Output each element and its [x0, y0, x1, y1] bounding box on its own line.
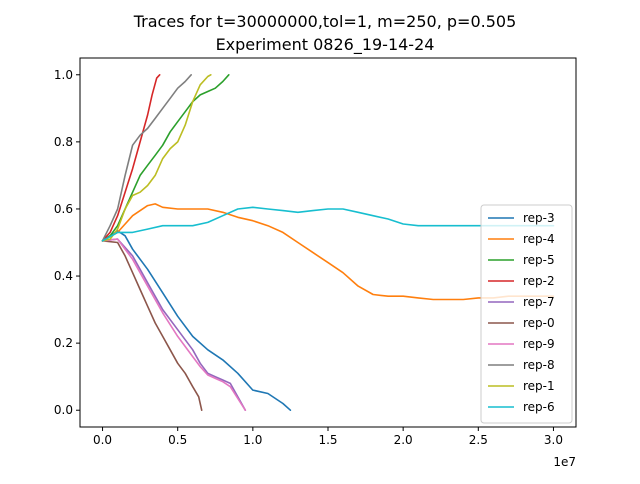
chart-title: Traces for t=30000000,tol=1, m=250, p=0.…	[133, 12, 517, 31]
x-axis: 0.0 0.5 1.0 1.5 2.0 2.5 3.0	[93, 427, 563, 447]
series-line-rep-6	[101, 206, 555, 242]
y-tick-label: 0.2	[54, 336, 73, 350]
x-tick-label: 2.0	[394, 433, 413, 447]
series-line-rep-9	[101, 238, 247, 411]
legend-label: rep-9	[523, 337, 555, 351]
series-line-rep-2	[101, 74, 161, 242]
legend-label: rep-6	[523, 400, 555, 414]
legend-label: rep-7	[523, 295, 555, 309]
x-tick-label: 2.5	[469, 433, 488, 447]
y-tick-label: 0.8	[54, 135, 73, 149]
legend-label: rep-0	[523, 316, 555, 330]
x-tick-label: 3.0	[544, 433, 563, 447]
series-line-rep-7	[101, 238, 247, 411]
chart-subtitle: Experiment 0826_19-14-24	[216, 35, 435, 55]
series-line-rep-4	[101, 203, 555, 301]
legend-label: rep-3	[523, 211, 555, 225]
series-line-rep-1	[101, 74, 212, 242]
series-line-rep-0	[101, 240, 203, 411]
legend-label: rep-8	[523, 358, 555, 372]
y-axis: 0.0 0.2 0.4 0.6 0.8 1.0	[54, 68, 80, 417]
x-tick-label: 0.0	[93, 433, 112, 447]
x-tick-label: 1.0	[243, 433, 262, 447]
y-tick-label: 0.0	[54, 403, 73, 417]
series-line-rep-8	[101, 74, 192, 242]
x-tick-label: 0.5	[168, 433, 187, 447]
y-tick-label: 0.6	[54, 202, 73, 216]
legend-label: rep-1	[523, 379, 555, 393]
legend-label: rep-2	[523, 274, 555, 288]
legend: rep-3 rep-4 rep-5 rep-2 rep-7 rep-0 rep-9 rep-8…	[480, 204, 573, 424]
legend-label: rep-4	[523, 232, 555, 246]
series-line-rep-3	[101, 230, 292, 411]
y-tick-label: 0.4	[54, 269, 73, 283]
y-tick-label: 1.0	[54, 68, 73, 82]
legend-label: rep-5	[523, 253, 555, 267]
x-tick-label: 1.5	[318, 433, 337, 447]
plot-series	[101, 74, 555, 411]
x-offset-label: 1e7	[553, 455, 576, 469]
